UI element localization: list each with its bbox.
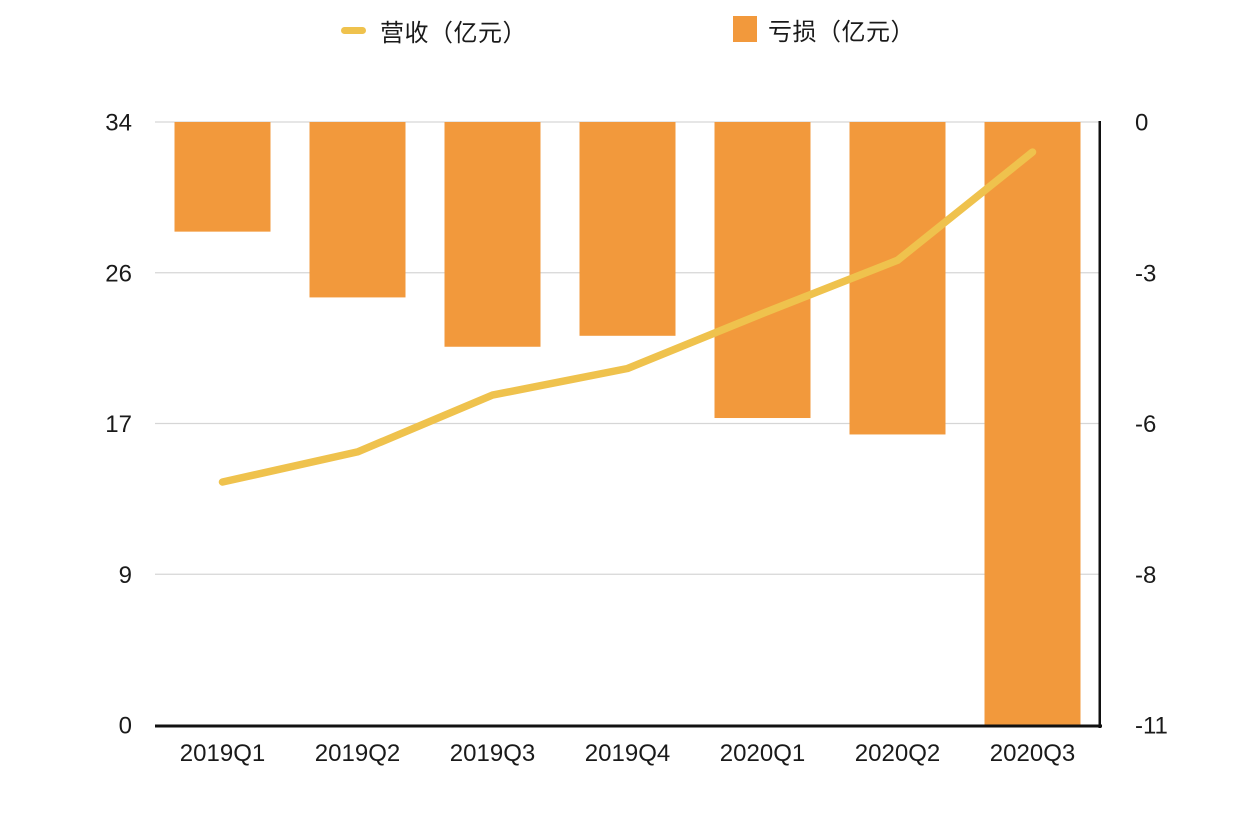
right-axis-tick-label: -3 [1135,260,1156,287]
axis-lines [155,121,1102,728]
left-axis-tick-labels: 34 26 17 9 0 [105,110,132,740]
loss-bar-2019Q4 [579,122,676,336]
right-axis-tick-label: -11 [1135,713,1168,740]
loss-bar-2020Q1 [714,122,811,419]
legend-item-revenue[interactable]: 营收（亿元） [341,16,527,47]
x-axis-label-2019Q1: 2019Q1 [180,740,265,767]
loss-bar-2020Q3 [984,122,1081,725]
x-axis-label-2019Q2: 2019Q2 [315,740,400,767]
revenue-line-icon [341,26,366,34]
x-axis-label-2020Q2: 2020Q2 [855,740,940,767]
revenue-line [218,148,1037,486]
legend: 营收（亿元） 亏损（亿元） [0,0,1256,60]
left-axis-tick-label: 0 [119,713,132,740]
left-axis-tick-label: 9 [119,562,132,589]
right-axis-tick-labels: 0 -3 -6 -8 -11 [1135,110,1168,740]
left-axis-tick-label: 26 [105,260,132,287]
loss-bar-2019Q1 [174,122,271,232]
x-axis-label-2020Q1: 2020Q1 [720,740,805,767]
loss-bar-icon [733,16,757,42]
left-axis-tick-label: 34 [105,110,132,137]
x-axis-label-2020Q3: 2020Q3 [990,740,1075,767]
x-axis-category-labels: 2019Q1 2019Q2 2019Q3 2019Q4 2020Q1 2020Q2 2020… [180,740,1075,767]
legend-label-revenue: 营收（亿元） [380,19,527,47]
x-axis-label-2019Q3: 2019Q3 [450,740,535,767]
left-axis-tick-label: 17 [105,411,132,438]
revenue-line-path [218,148,1037,486]
loss-bar-2019Q3 [444,122,541,347]
loss-bars [174,122,1081,725]
x-axis-label-2019Q4: 2019Q4 [585,740,670,767]
loss-bar-2019Q2 [309,122,406,298]
legend-item-loss[interactable]: 亏损（亿元） [733,15,915,46]
right-axis-tick-label: 0 [1135,110,1148,137]
x-axis-line [155,724,1102,728]
right-axis-tick-label: -6 [1135,411,1156,438]
legend-label-loss: 亏损（亿元） [768,18,915,46]
right-axis-tick-label: -8 [1135,562,1156,589]
loss-bar-2020Q2 [849,122,946,435]
right-y-axis-line [1098,121,1101,728]
